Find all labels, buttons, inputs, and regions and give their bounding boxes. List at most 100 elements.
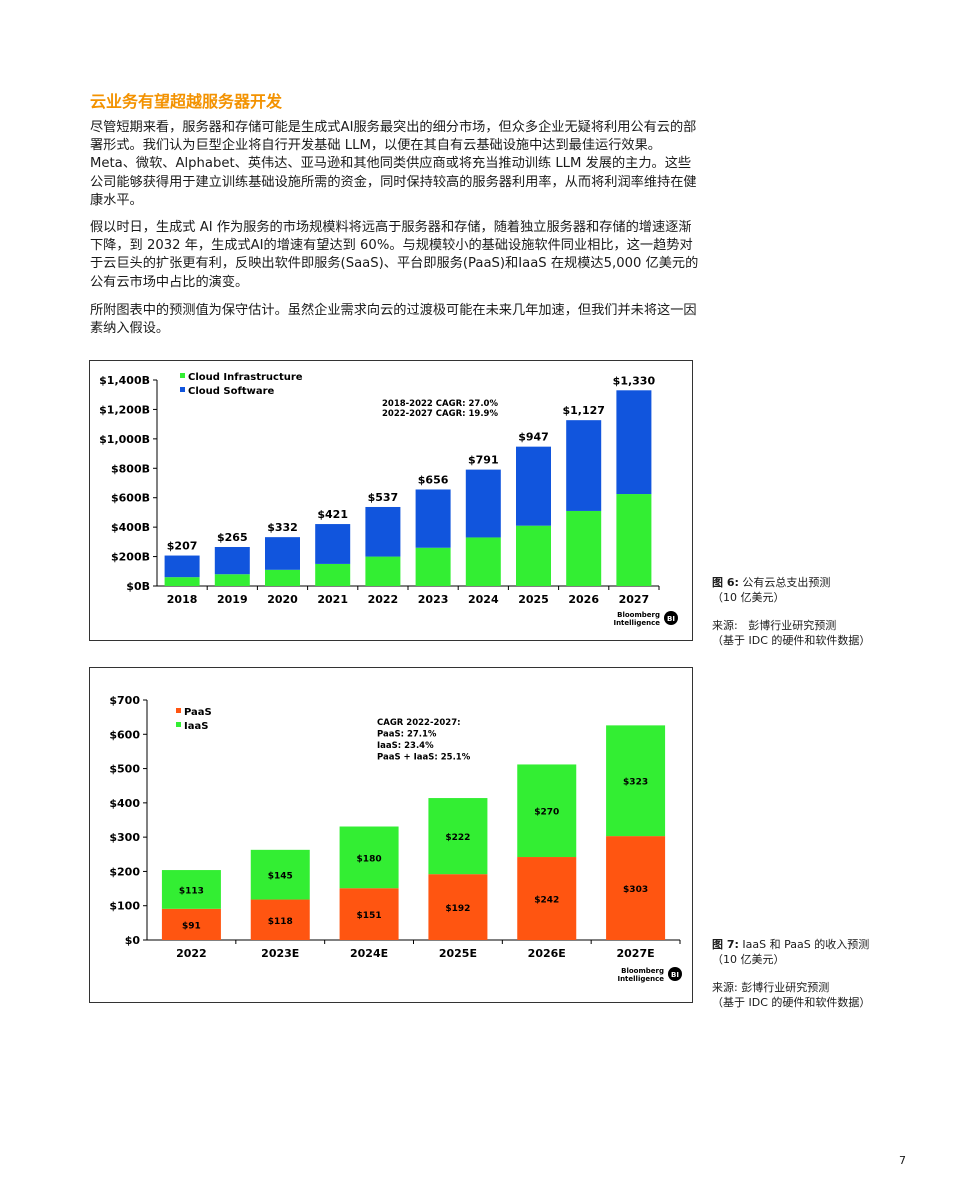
figure-7-source-label: 来源: [712, 981, 738, 994]
fig6-x-tick-label: 2024 [468, 593, 499, 606]
fig6-bar-cloud-software [415, 489, 451, 548]
fig7-x-tick-label: 2022 [176, 947, 207, 960]
fig6-total-label: $1,330 [613, 374, 656, 387]
fig6-bar-cloud-software [164, 555, 200, 578]
fig7-bar-paas [250, 899, 310, 940]
fig6-brand-line-2: Intelligence [613, 619, 660, 627]
fig7-annotation: IaaS: 23.4% [377, 741, 434, 751]
fig7-data-label: $118 [268, 917, 293, 927]
fig7-legend-swatch [176, 708, 181, 713]
fig6-bar-cloud-software [516, 446, 551, 526]
fig7-bar-paas [339, 888, 399, 940]
figure-7-label: 图 7: [712, 938, 739, 951]
fig6-legend-swatch [180, 373, 185, 378]
fig7-bar-iaas [161, 870, 221, 909]
page-number: 7 [899, 1154, 906, 1167]
fig6-annotation: 2018-2022 CAGR: 27.0% [382, 399, 498, 409]
fig6-bar-cloud-infrastructure [566, 510, 602, 586]
fig7-y-tick-label: $700 [109, 694, 140, 707]
fig7-data-label: $192 [445, 904, 470, 914]
fig6-bar-cloud-infrastructure [365, 556, 401, 586]
fig6-x-tick-label: 2021 [317, 593, 348, 606]
fig6-legend-swatch [180, 387, 185, 392]
fig6-brand-line-1: Bloomberg [617, 611, 660, 619]
fig6-bar-cloud-software [365, 506, 401, 557]
fig6-total-label: $947 [518, 431, 549, 444]
fig6-bar-cloud-infrastructure [465, 537, 501, 586]
fig6-y-tick-label: $0B [126, 580, 150, 593]
fig6-x-tick-label: 2020 [267, 593, 298, 606]
fig7-annotation: CAGR 2022-2027: [377, 718, 461, 728]
fig7-y-tick-label: $300 [109, 831, 140, 844]
fig6-bar-cloud-software [265, 537, 300, 570]
fig7-data-label: $91 [182, 921, 201, 931]
fig6-x-tick-label: 2023 [418, 593, 449, 606]
figure-7-caption: 图 7: IaaS 和 PaaS 的收入预测 （10 亿美元） [712, 937, 942, 967]
fig7-data-label: $270 [534, 808, 559, 818]
fig7-data-label: $222 [445, 833, 470, 843]
fig7-x-tick-label: 2025E [439, 947, 477, 960]
fig7-x-tick-label: 2024E [350, 947, 388, 960]
fig7-legend-swatch [176, 722, 181, 727]
fig6-bar-cloud-software [616, 390, 652, 495]
fig6-x-tick-label: 2026 [568, 593, 599, 606]
fig7-y-tick-label: $400 [109, 797, 140, 810]
fig6-annotation: 2022-2027 CAGR: 19.9% [382, 409, 498, 419]
fig7-data-label: $323 [623, 778, 648, 788]
fig7-y-tick-label: $100 [109, 900, 140, 913]
fig6-x-tick-label: 2022 [368, 593, 399, 606]
figure-7-source: 来源: 彭博行业研究预测 （基于 IDC 的硬件和软件数据） [712, 980, 942, 1010]
fig7-data-label: $113 [179, 886, 204, 896]
fig7-bar-iaas [517, 764, 577, 858]
fig7-bar-iaas [339, 826, 399, 889]
fig7-bar-paas [428, 874, 488, 940]
fig6-total-label: $656 [418, 473, 449, 486]
fig7-x-tick-label: 2027E [617, 947, 655, 960]
paragraph-1: 尽管短期来看，服务器和存储可能是生成式AI服务最突出的细分市场，但众多企业无疑将… [90, 120, 697, 208]
fig7-bar-paas [161, 908, 221, 940]
figure-7-unit: （10 亿美元） [712, 953, 785, 966]
fig7-x-tick-label: 2026E [528, 947, 566, 960]
fig6-y-tick-label: $1,200B [99, 403, 150, 416]
fig6-bar-cloud-infrastructure [265, 569, 300, 586]
figure-6-source-text: 彭博行业研究预测 [748, 619, 837, 632]
fig7-data-label: $145 [268, 872, 293, 882]
figure-7-title: IaaS 和 PaaS 的收入预测 [742, 938, 870, 951]
figure-7-notes: 图 7: IaaS 和 PaaS 的收入预测 （10 亿美元） 来源: 彭博行业… [712, 937, 942, 1010]
figure-7-source-text: 彭博行业研究预测 [741, 981, 830, 994]
figure-7-chart: $0 $100 $200 $300 $400 $500 $600 $700 2022 $91 $11… [89, 667, 693, 1003]
paragraph-3: 所附图表中的预测值为保守估计。虽然企业需求向云的过渡极可能在未来几年加速，但我们… [90, 303, 697, 337]
fig6-bar-cloud-infrastructure [516, 525, 551, 586]
fig7-brand-logo-text: BI [671, 971, 679, 979]
fig6-bar-cloud-software [315, 524, 351, 564]
fig6-total-label: $791 [468, 454, 499, 467]
figure-6-source-note: （基于 IDC 的硬件和软件数据） [712, 634, 871, 647]
figure-6-title: 公有云总支出预测 [742, 576, 831, 589]
fig7-annotation: PaaS + IaaS: 25.1% [377, 753, 471, 763]
figure-6-caption: 图 6: 公有云总支出预测 （10 亿美元） [712, 575, 942, 605]
fig6-x-tick-label: 2019 [217, 593, 248, 606]
fig6-bar-cloud-software [214, 547, 250, 575]
fig6-bar-cloud-infrastructure [415, 547, 451, 586]
fig6-y-tick-label: $1,400B [99, 374, 150, 387]
fig7-y-tick-label: $600 [109, 728, 140, 741]
fig6-brand-logo-icon [664, 611, 678, 625]
fig6-total-label: $1,127 [562, 404, 604, 417]
fig7-data-label: $303 [623, 885, 648, 895]
cloud-spending-chart-svg: $0B $200B $400B $600B $800B $1,000B $1,200B $1,… [99, 372, 678, 627]
fig6-total-label: $537 [368, 491, 399, 504]
fig7-brand-logo-icon [668, 967, 682, 981]
fig7-bar-iaas [428, 798, 488, 875]
section-title: 云业务有望超越服务器开发 [90, 92, 283, 111]
fig7-bar-iaas [250, 849, 310, 900]
fig6-y-tick-label: $1,000B [99, 433, 150, 446]
fig6-bar-cloud-infrastructure [315, 563, 351, 586]
fig6-y-tick-label: $400B [111, 521, 150, 534]
fig7-annotation: PaaS: 27.1% [377, 730, 437, 740]
fig7-y-tick-label: $500 [109, 763, 140, 776]
paragraph-2: 假以时日，生成式 AI 作为服务的市场规模料将远高于服务器和存储，随着独立服务器… [90, 220, 699, 290]
fig6-x-tick-label: 2018 [167, 593, 198, 606]
fig6-brand-logo-text: BI [667, 615, 675, 623]
fig7-legend-label: PaaS [184, 707, 212, 718]
fig6-total-label: $332 [267, 521, 298, 534]
